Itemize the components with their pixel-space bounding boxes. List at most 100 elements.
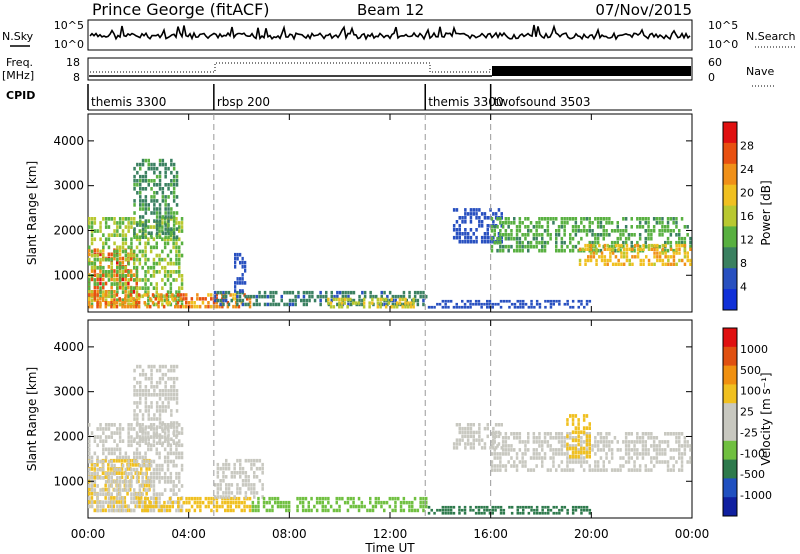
heatmap-cell bbox=[226, 304, 230, 309]
heatmap-cell bbox=[99, 435, 102, 439]
heatmap-cell bbox=[279, 500, 282, 505]
heatmap-cell bbox=[136, 413, 139, 417]
heatmap-cell bbox=[147, 364, 150, 369]
heatmap-cell bbox=[535, 225, 538, 229]
heatmap-cell bbox=[158, 435, 161, 439]
heatmap-cell bbox=[161, 423, 164, 427]
heatmap-cell bbox=[335, 297, 338, 302]
heatmap-cell bbox=[147, 219, 150, 223]
heatmap-cell bbox=[185, 508, 188, 513]
heatmap-cell bbox=[686, 460, 689, 464]
heatmap-cell bbox=[521, 440, 524, 444]
heatmap-cell bbox=[124, 467, 128, 472]
heatmap-cell bbox=[152, 245, 156, 250]
heatmap-cell bbox=[492, 434, 495, 439]
heatmap-cell bbox=[120, 458, 124, 463]
heatmap-cell bbox=[161, 257, 164, 262]
heatmap-cell bbox=[247, 458, 250, 463]
heatmap-cell bbox=[599, 440, 603, 444]
heatmap-cell bbox=[90, 304, 94, 309]
heatmap-cell bbox=[109, 467, 113, 471]
heatmap-cell bbox=[175, 447, 178, 452]
heatmap-cell bbox=[555, 432, 558, 436]
heatmap-cell bbox=[175, 409, 179, 413]
heatmap-cell bbox=[172, 364, 176, 369]
heatmap-cell bbox=[447, 508, 450, 512]
heatmap-cell bbox=[449, 508, 453, 512]
heatmap-cell bbox=[104, 508, 107, 513]
heatmap-cell bbox=[580, 444, 583, 448]
heatmap-cell bbox=[115, 500, 118, 504]
heatmap-cell bbox=[490, 444, 494, 448]
heatmap-cell bbox=[139, 429, 142, 433]
heatmap-cell bbox=[563, 229, 566, 233]
heatmap-cell bbox=[216, 462, 220, 467]
heatmap-cell bbox=[150, 187, 153, 191]
heatmap-cell bbox=[672, 255, 676, 259]
heatmap-cell bbox=[594, 217, 597, 221]
heatmap-cell bbox=[557, 464, 561, 468]
heatmap-cell bbox=[135, 274, 139, 278]
heatmap-cell bbox=[96, 282, 99, 286]
heatmap-cell bbox=[504, 452, 508, 456]
heatmap-cell bbox=[336, 290, 339, 295]
heatmap-cell bbox=[118, 265, 122, 270]
heatmap-cell bbox=[602, 225, 605, 229]
heatmap-cell bbox=[138, 286, 142, 290]
heatmap-cell bbox=[549, 444, 552, 448]
heatmap-cell bbox=[172, 233, 175, 237]
heatmap-cell bbox=[361, 302, 364, 307]
heatmap-cell bbox=[305, 290, 308, 295]
heatmap-cell bbox=[402, 290, 406, 295]
heatmap-cell bbox=[582, 426, 586, 430]
heatmap-cell bbox=[636, 240, 639, 245]
heatmap-cell bbox=[152, 484, 156, 488]
heatmap-cell bbox=[163, 435, 167, 439]
heatmap-cell bbox=[161, 364, 165, 369]
heatmap-cell bbox=[541, 233, 544, 237]
heatmap-cell bbox=[546, 468, 550, 472]
heatmap-cell bbox=[250, 458, 253, 463]
heatmap-cell bbox=[135, 504, 139, 509]
heatmap-cell bbox=[150, 211, 153, 215]
heatmap-cell bbox=[580, 464, 583, 468]
heatmap-cell bbox=[587, 255, 590, 259]
heatmap-cell bbox=[149, 500, 152, 505]
x-tick-label: 00:00 bbox=[71, 527, 106, 541]
heatmap-cell bbox=[661, 243, 665, 248]
heatmap-cell bbox=[136, 235, 139, 239]
heatmap-cell bbox=[155, 191, 159, 195]
heatmap-cell bbox=[355, 504, 358, 509]
heatmap-cell bbox=[137, 475, 140, 480]
heatmap-cell bbox=[360, 504, 364, 509]
heatmap-cell bbox=[416, 298, 420, 303]
heatmap-cell bbox=[141, 286, 144, 290]
heatmap-cell bbox=[318, 500, 322, 505]
heatmap-cell bbox=[152, 504, 155, 509]
heatmap-cell bbox=[527, 505, 531, 509]
heatmap-cell bbox=[535, 221, 538, 225]
heatmap-cell bbox=[584, 243, 587, 248]
heatmap-cell bbox=[166, 504, 169, 509]
heatmap-cell bbox=[153, 389, 156, 393]
heatmap-cell bbox=[658, 452, 661, 456]
heatmap-cell bbox=[518, 460, 522, 464]
heatmap-cell bbox=[158, 179, 162, 183]
heatmap-cell bbox=[299, 496, 302, 501]
heatmap-cell bbox=[147, 459, 150, 464]
heatmap-cell bbox=[595, 251, 598, 255]
heatmap-cell bbox=[110, 459, 113, 464]
heatmap-cell bbox=[585, 432, 589, 436]
heatmap-cell bbox=[129, 487, 132, 492]
heatmap-cell bbox=[402, 500, 406, 505]
heatmap-cell bbox=[110, 294, 113, 299]
heatmap-cell bbox=[172, 211, 176, 215]
heatmap-cell bbox=[107, 451, 111, 456]
heatmap-cell bbox=[135, 423, 139, 427]
heatmap-cell bbox=[158, 207, 162, 211]
heatmap-cell bbox=[486, 235, 489, 240]
heatmap-cell bbox=[588, 299, 592, 303]
heatmap-cell bbox=[110, 423, 113, 427]
heatmap-cell bbox=[254, 504, 257, 509]
heatmap-cell bbox=[563, 248, 566, 253]
